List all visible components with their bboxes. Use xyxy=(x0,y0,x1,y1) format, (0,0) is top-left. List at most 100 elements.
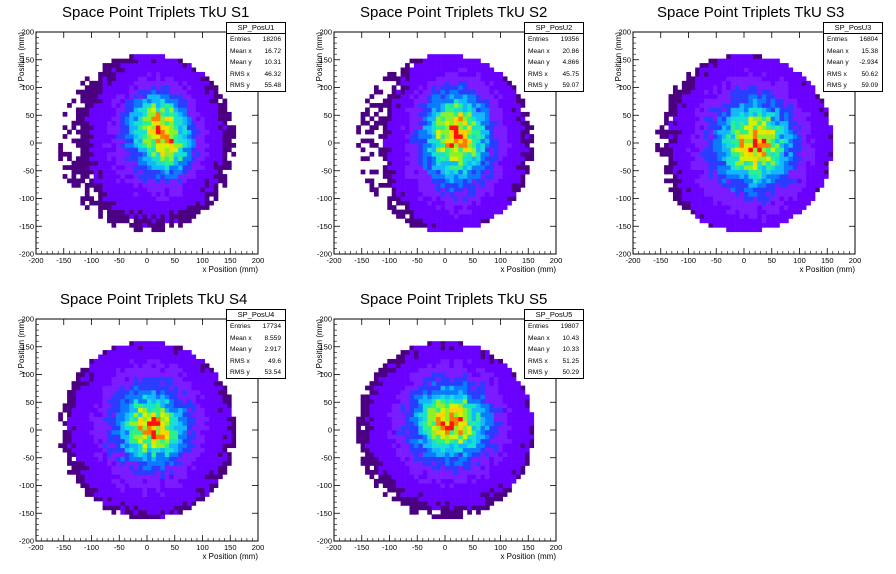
heatmap-cell xyxy=(178,98,183,104)
heatmap-cell xyxy=(178,421,183,426)
heatmap-cell xyxy=(511,111,517,117)
heatmap-cell xyxy=(695,76,700,82)
heatmap-cell xyxy=(182,151,188,157)
heatmap-cell xyxy=(120,354,126,360)
heatmap-cell xyxy=(107,160,112,166)
heatmap-cell xyxy=(151,403,157,409)
heatmap-cell xyxy=(779,134,785,139)
y-tick-label: -50 xyxy=(23,166,34,175)
heatmap-cell xyxy=(222,129,228,135)
heatmap-cell xyxy=(405,178,410,184)
heatmap-cell xyxy=(440,156,446,162)
heatmap-cell xyxy=(191,434,197,440)
heatmap-cell xyxy=(178,509,183,515)
heatmap-cell xyxy=(160,182,166,188)
heatmap-cell xyxy=(761,58,767,64)
heatmap-cell xyxy=(449,169,455,175)
heatmap-cell xyxy=(382,103,388,108)
heatmap-cell xyxy=(708,151,714,157)
heatmap-cell xyxy=(186,134,192,139)
heatmap-cell xyxy=(507,129,512,135)
heatmap-cell xyxy=(471,209,477,215)
heatmap-cell xyxy=(75,461,81,466)
heatmap-cell xyxy=(164,71,170,77)
heatmap-cell xyxy=(489,165,495,170)
heatmap-cell xyxy=(147,205,152,210)
heatmap-cell xyxy=(409,160,415,166)
heatmap-cell xyxy=(84,398,90,404)
heatmap-cell xyxy=(453,222,459,228)
heatmap-cell xyxy=(815,147,820,153)
heatmap-cell xyxy=(142,354,148,360)
heatmap-cell xyxy=(396,156,401,162)
heatmap-cell xyxy=(142,107,148,113)
heatmap-cell xyxy=(142,71,148,77)
heatmap-cell xyxy=(67,394,72,400)
heatmap-cell xyxy=(98,425,103,431)
heatmap-cell xyxy=(204,156,210,162)
heatmap-cell xyxy=(659,134,665,139)
heatmap-cell xyxy=(748,63,754,68)
heatmap-cell xyxy=(708,71,714,77)
heatmap-cell xyxy=(699,116,705,122)
heatmap-cell xyxy=(752,103,758,108)
heatmap-cell xyxy=(413,138,419,144)
heatmap-cell xyxy=(107,483,112,489)
heatmap-cell xyxy=(155,125,161,130)
heatmap-cell xyxy=(80,407,86,413)
heatmap-cell xyxy=(186,218,192,224)
heatmap-cell xyxy=(138,227,143,233)
heatmap-cell xyxy=(129,67,134,73)
heatmap-cell xyxy=(155,456,161,462)
heatmap-cell xyxy=(204,191,210,197)
heatmap-cell xyxy=(484,120,490,126)
heatmap-cell xyxy=(735,116,740,122)
heatmap-cell xyxy=(400,182,406,188)
heatmap-cell xyxy=(766,67,771,73)
heatmap-cell xyxy=(213,107,219,113)
heatmap-cell xyxy=(107,191,112,197)
y-tick-label: 50 xyxy=(623,111,631,120)
heatmap-cell xyxy=(120,416,126,422)
heatmap-cell xyxy=(155,376,161,382)
heatmap-cell xyxy=(739,63,745,68)
heatmap-cell xyxy=(173,487,179,493)
heatmap-cell xyxy=(493,143,499,148)
heatmap-cell xyxy=(422,191,428,197)
heatmap-cell xyxy=(735,191,740,197)
y-axis-title: y Position (mm) xyxy=(315,32,324,88)
heatmap-cell xyxy=(107,358,112,364)
heatmap-cell xyxy=(797,103,803,108)
heatmap-cell xyxy=(744,187,749,193)
heatmap-cell xyxy=(511,116,517,122)
heatmap-cell xyxy=(708,169,714,175)
heatmap-cell xyxy=(761,196,767,202)
heatmap-cell xyxy=(75,390,81,395)
heatmap-cell xyxy=(792,71,798,77)
heatmap-cell xyxy=(111,71,117,77)
heatmap-cell xyxy=(169,107,174,113)
heatmap-cell xyxy=(160,107,166,113)
heatmap-cell xyxy=(690,80,696,86)
heatmap-cell xyxy=(89,111,95,117)
heatmap-cell xyxy=(744,71,749,77)
heatmap-cell xyxy=(138,182,143,188)
heatmap-cell xyxy=(120,120,126,126)
heatmap-cell xyxy=(453,111,459,117)
heatmap-cell xyxy=(98,394,103,400)
heatmap-cell xyxy=(142,147,148,153)
heatmap-cell xyxy=(182,138,188,144)
heatmap-cell xyxy=(708,156,714,162)
heatmap-cell xyxy=(124,403,130,409)
heatmap-cell xyxy=(471,187,477,193)
heatmap-cell xyxy=(708,165,714,170)
heatmap-cell xyxy=(775,134,780,139)
heatmap-cell xyxy=(659,147,665,153)
heatmap-cell xyxy=(396,178,401,184)
heatmap-cell xyxy=(75,376,81,382)
heatmap-cell xyxy=(151,496,157,502)
heatmap-cell xyxy=(418,67,424,73)
heatmap-cell xyxy=(801,116,807,122)
heatmap-cell xyxy=(810,174,816,179)
heatmap-cell xyxy=(138,174,143,179)
